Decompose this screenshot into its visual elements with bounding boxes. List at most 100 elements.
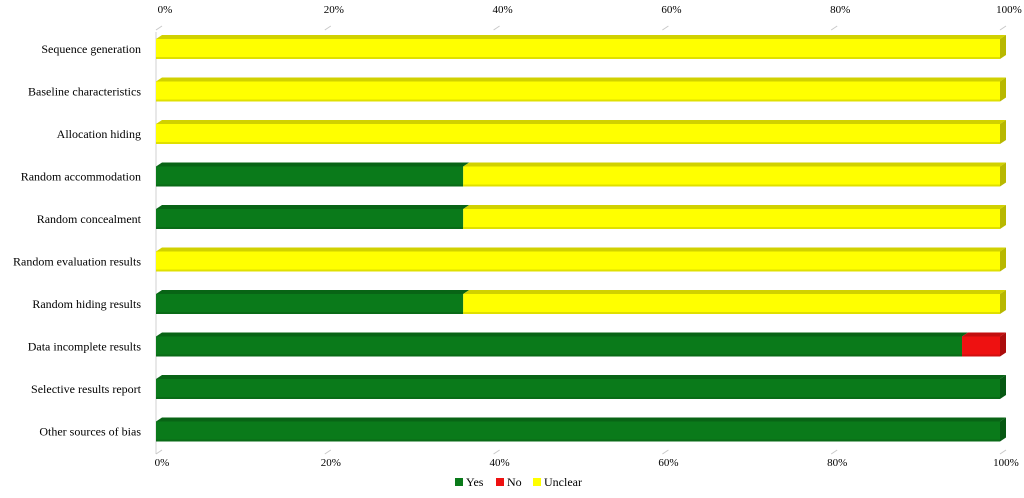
x-tick-label-top: 80%	[830, 4, 850, 16]
x-tick-mark-top	[830, 25, 838, 31]
bar-segment	[156, 162, 470, 187]
bar-top-face	[463, 290, 1006, 294]
x-tick-label-bottom: 100%	[993, 457, 1019, 469]
bar-top-face	[156, 417, 1006, 422]
legend-swatch	[496, 478, 504, 486]
x-tick-label-top: 60%	[661, 4, 681, 16]
bar-row	[156, 35, 1006, 59]
bar-top-face	[156, 120, 1006, 124]
bar-bottom-edge	[463, 227, 1000, 229]
bar-front-face	[463, 209, 1000, 229]
legend-item: No	[496, 475, 522, 489]
legend-swatch	[455, 478, 463, 486]
bar-top-face	[156, 375, 1006, 379]
bar-top-face	[962, 332, 1006, 337]
bar-top-face	[463, 162, 1006, 167]
x-tick-label-top: 20%	[324, 4, 344, 16]
bar-segment	[463, 205, 1006, 229]
bar-front-face	[156, 379, 1000, 399]
x-tick-mark-bottom	[999, 449, 1007, 455]
bar-segment	[962, 332, 1006, 357]
bar-bottom-edge	[156, 227, 464, 229]
x-tick-mark-top	[324, 25, 332, 31]
bar-front-face	[463, 294, 1000, 314]
legend-item: Yes	[455, 475, 484, 489]
bar-segment	[156, 332, 969, 357]
bar-segment	[156, 290, 470, 314]
bar-front-face	[463, 166, 1000, 187]
legend: Yes No Unclear	[455, 475, 582, 489]
bar-row	[156, 417, 1006, 442]
x-tick-label-bottom: 80%	[827, 457, 847, 469]
bar-segment	[156, 120, 1006, 144]
bar-side-face	[1000, 247, 1006, 272]
bars-layer	[156, 35, 1006, 442]
x-tick-mark-top	[493, 25, 500, 31]
bar-segment	[156, 375, 1006, 399]
bar-side-face	[1000, 290, 1006, 314]
x-tick-label-top: 0%	[158, 4, 173, 16]
bar-bottom-edge	[156, 184, 464, 187]
bar-top-face	[156, 332, 969, 337]
bar-side-face	[1000, 77, 1006, 102]
bar-top-face	[463, 205, 1006, 209]
x-tick-mark-bottom	[662, 449, 669, 455]
bar-bottom-edge	[156, 312, 464, 314]
bar-side-face	[1000, 120, 1006, 144]
bar-front-face	[156, 166, 464, 187]
bar-bottom-edge	[156, 142, 1000, 144]
bar-segment	[156, 77, 1006, 102]
x-tick-label-bottom: 0%	[155, 457, 170, 469]
bar-row	[156, 375, 1006, 399]
bar-segment	[463, 162, 1006, 187]
bar-row	[156, 332, 1006, 357]
x-tick-label-bottom: 60%	[658, 457, 678, 469]
bar-segment	[156, 35, 1006, 59]
bar-segment	[156, 417, 1006, 442]
x-tick-label-bottom: 40%	[490, 457, 510, 469]
axis-layer: 0% 0% 20% 20% 40% 40% 60% 60% 80% 80% 100% 100%	[155, 4, 1022, 469]
bar-row	[156, 290, 1006, 314]
bar-front-face	[156, 294, 464, 314]
bar-side-face	[1000, 375, 1006, 399]
bar-top-face	[156, 290, 470, 294]
bar-bottom-edge	[156, 269, 1000, 272]
legend-item: Unclear	[533, 475, 582, 489]
bar-bottom-edge	[156, 57, 1000, 59]
x-tick-label-bottom: 20%	[321, 457, 341, 469]
bar-front-face	[156, 81, 1000, 102]
category-label: Selective results report	[31, 382, 142, 396]
bar-front-face	[156, 124, 1000, 144]
bar-row	[156, 205, 1006, 229]
bar-top-face	[156, 205, 470, 209]
bar-bottom-edge	[156, 439, 1000, 442]
bar-bottom-edge	[156, 99, 1000, 102]
x-tick-mark-bottom	[493, 449, 500, 455]
category-label: Baseline characteristics	[28, 85, 141, 99]
bar-front-face	[156, 39, 1000, 59]
category-labels: Sequence generation Baseline characterist…	[13, 42, 142, 439]
bar-front-face	[156, 251, 1000, 272]
bar-row	[156, 162, 1006, 187]
bar-row	[156, 77, 1006, 102]
x-tick-label-top: 40%	[493, 4, 513, 16]
category-label: Random concealment	[37, 212, 142, 226]
bar-top-face	[156, 162, 470, 167]
x-tick-mark-bottom	[830, 449, 838, 455]
category-label: Random hiding results	[32, 297, 141, 311]
x-tick-mark-bottom	[324, 449, 332, 455]
x-tick-label-top: 100%	[996, 4, 1022, 16]
x-tick-mark-top	[662, 25, 669, 31]
x-tick-mark-top	[999, 25, 1007, 31]
bar-front-face	[962, 336, 1000, 357]
bar-side-face	[1000, 162, 1006, 187]
bar-segment	[463, 290, 1006, 314]
bar-bottom-edge	[156, 354, 963, 357]
legend-label: No	[507, 475, 522, 489]
x-tick-mark-bottom	[155, 449, 163, 455]
bar-front-face	[156, 336, 963, 357]
legend-label: Yes	[466, 475, 484, 489]
bar-front-face	[156, 421, 1000, 442]
